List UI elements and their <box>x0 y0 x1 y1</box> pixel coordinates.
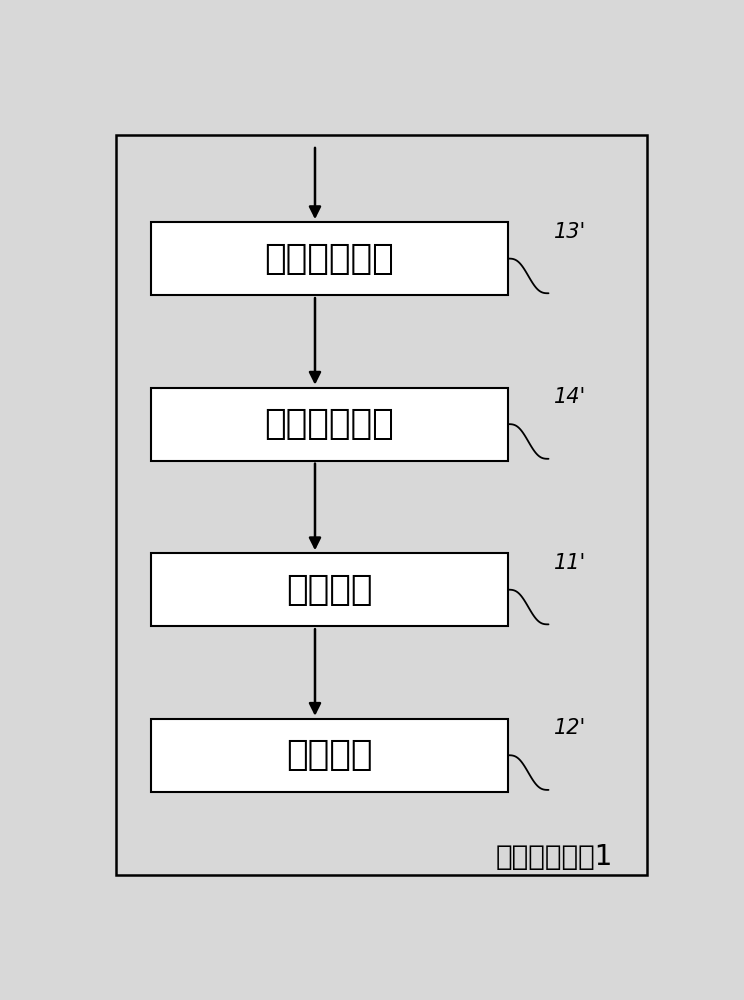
Text: 13': 13' <box>554 222 586 242</box>
Text: 循环移位装置: 循环移位装置 <box>265 407 394 441</box>
Bar <box>150 553 508 626</box>
Text: 信号处理设备1: 信号处理设备1 <box>496 843 613 871</box>
Bar <box>150 222 508 295</box>
Text: 信号获取装置: 信号获取装置 <box>265 242 394 276</box>
Text: 12': 12' <box>554 718 586 738</box>
Bar <box>150 388 508 461</box>
Text: 执行装置: 执行装置 <box>286 738 373 772</box>
Text: 转换装置: 转换装置 <box>286 573 373 607</box>
Bar <box>150 719 508 792</box>
Text: 14': 14' <box>554 387 586 407</box>
Text: 11': 11' <box>554 553 586 573</box>
